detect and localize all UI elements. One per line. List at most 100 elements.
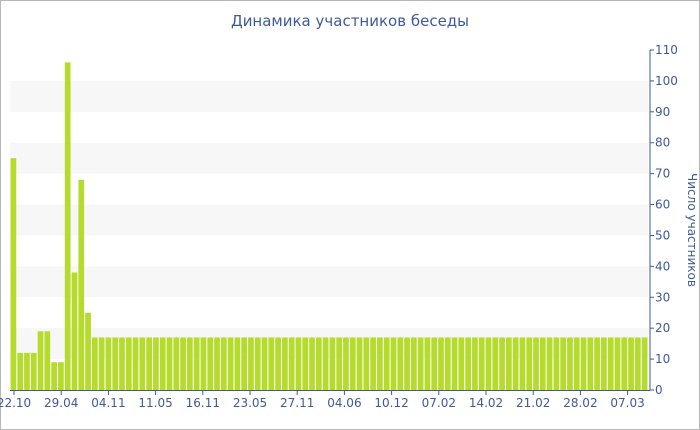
y-axis: 0 10 20 30 40 50 60 70 80 90 100 110 bbox=[649, 43, 678, 397]
x-tick-label: 11.05 bbox=[138, 396, 172, 410]
bar bbox=[465, 337, 471, 390]
y-tick-label: 80 bbox=[655, 136, 670, 150]
bar bbox=[112, 337, 119, 390]
bar bbox=[417, 337, 424, 390]
bar bbox=[71, 272, 78, 390]
bar bbox=[315, 337, 322, 390]
bar bbox=[444, 337, 451, 390]
bar bbox=[641, 337, 648, 390]
bar bbox=[44, 331, 51, 390]
bar bbox=[159, 337, 166, 390]
bar bbox=[546, 337, 553, 390]
bar bbox=[248, 337, 254, 390]
bar bbox=[288, 337, 295, 390]
bar bbox=[329, 337, 336, 390]
y-tick-label: 0 bbox=[655, 383, 663, 397]
y-tick-label: 100 bbox=[655, 74, 678, 88]
bar bbox=[621, 337, 628, 390]
bar bbox=[533, 337, 539, 390]
bar bbox=[628, 337, 634, 390]
x-tick-label: 22.10 bbox=[0, 396, 31, 410]
bar bbox=[119, 337, 125, 390]
x-tick-label: 27.11 bbox=[280, 396, 314, 410]
bar bbox=[485, 337, 492, 390]
bar bbox=[173, 337, 180, 390]
bar bbox=[594, 337, 600, 390]
x-tick-label: 23.05 bbox=[233, 396, 267, 410]
bar bbox=[553, 337, 560, 390]
bar bbox=[322, 337, 329, 390]
bar bbox=[451, 337, 458, 390]
y-tick-label: 40 bbox=[655, 259, 670, 273]
bar bbox=[10, 158, 17, 390]
bar bbox=[601, 337, 607, 390]
bar bbox=[634, 337, 641, 390]
bar bbox=[397, 337, 404, 390]
bar bbox=[282, 337, 288, 390]
bar bbox=[539, 337, 546, 390]
bar bbox=[139, 337, 146, 390]
bar bbox=[220, 337, 227, 390]
bar bbox=[146, 337, 152, 390]
bar bbox=[492, 337, 499, 390]
bar bbox=[383, 337, 390, 390]
x-tick-label: 07.02 bbox=[422, 396, 456, 410]
x-axis: 22.10 29.04 04.11 11.05 16.11 23.05 27.11 04.06… bbox=[0, 390, 650, 410]
grid-bands bbox=[10, 80, 648, 360]
bar bbox=[180, 337, 186, 390]
bar bbox=[377, 337, 383, 390]
bar bbox=[309, 337, 315, 390]
bar bbox=[85, 312, 91, 390]
bar bbox=[234, 337, 241, 390]
bar bbox=[614, 337, 621, 390]
bar bbox=[24, 352, 30, 390]
grid-band bbox=[10, 80, 648, 112]
bar bbox=[356, 337, 363, 390]
bar bbox=[187, 337, 193, 390]
bar bbox=[261, 337, 268, 390]
bar bbox=[410, 337, 417, 390]
y-tick-label: 30 bbox=[655, 290, 670, 304]
bar bbox=[472, 337, 478, 390]
bar bbox=[241, 337, 248, 390]
bar bbox=[227, 337, 234, 390]
bar bbox=[30, 352, 37, 390]
chart-title: Динамика участников беседы bbox=[230, 12, 470, 30]
grid-band bbox=[10, 204, 648, 236]
bar bbox=[207, 337, 214, 390]
bar bbox=[390, 337, 397, 390]
bar bbox=[193, 337, 200, 390]
y-tick-label: 110 bbox=[655, 43, 678, 57]
x-tick-label: 04.11 bbox=[91, 396, 125, 410]
bar bbox=[424, 337, 431, 390]
grid-band bbox=[10, 142, 648, 174]
bar bbox=[478, 337, 485, 390]
y-tick-label: 60 bbox=[655, 198, 670, 212]
bar bbox=[438, 337, 444, 390]
x-tick-label: 10.12 bbox=[374, 396, 408, 410]
bar bbox=[51, 362, 57, 390]
bar bbox=[363, 337, 370, 390]
bar bbox=[560, 337, 567, 390]
bar bbox=[166, 337, 173, 390]
x-tick-label: 21.02 bbox=[516, 396, 550, 410]
bar bbox=[125, 337, 132, 390]
grid-band bbox=[10, 266, 648, 298]
bars bbox=[10, 62, 648, 390]
x-tick-label: 29.04 bbox=[44, 396, 78, 410]
bar bbox=[580, 337, 587, 390]
x-tick-label: 04.06 bbox=[327, 396, 361, 410]
bar bbox=[17, 352, 24, 390]
x-tick-label: 07.03 bbox=[610, 396, 644, 410]
bar bbox=[587, 337, 594, 390]
bar bbox=[526, 337, 533, 390]
bar bbox=[64, 62, 71, 390]
bar bbox=[295, 337, 302, 390]
y-tick-label: 90 bbox=[655, 105, 670, 119]
bar bbox=[349, 337, 356, 390]
bar bbox=[254, 337, 261, 390]
bar bbox=[98, 337, 105, 390]
x-tick-label: 28.02 bbox=[563, 396, 597, 410]
y-tick-label: 10 bbox=[655, 352, 670, 366]
